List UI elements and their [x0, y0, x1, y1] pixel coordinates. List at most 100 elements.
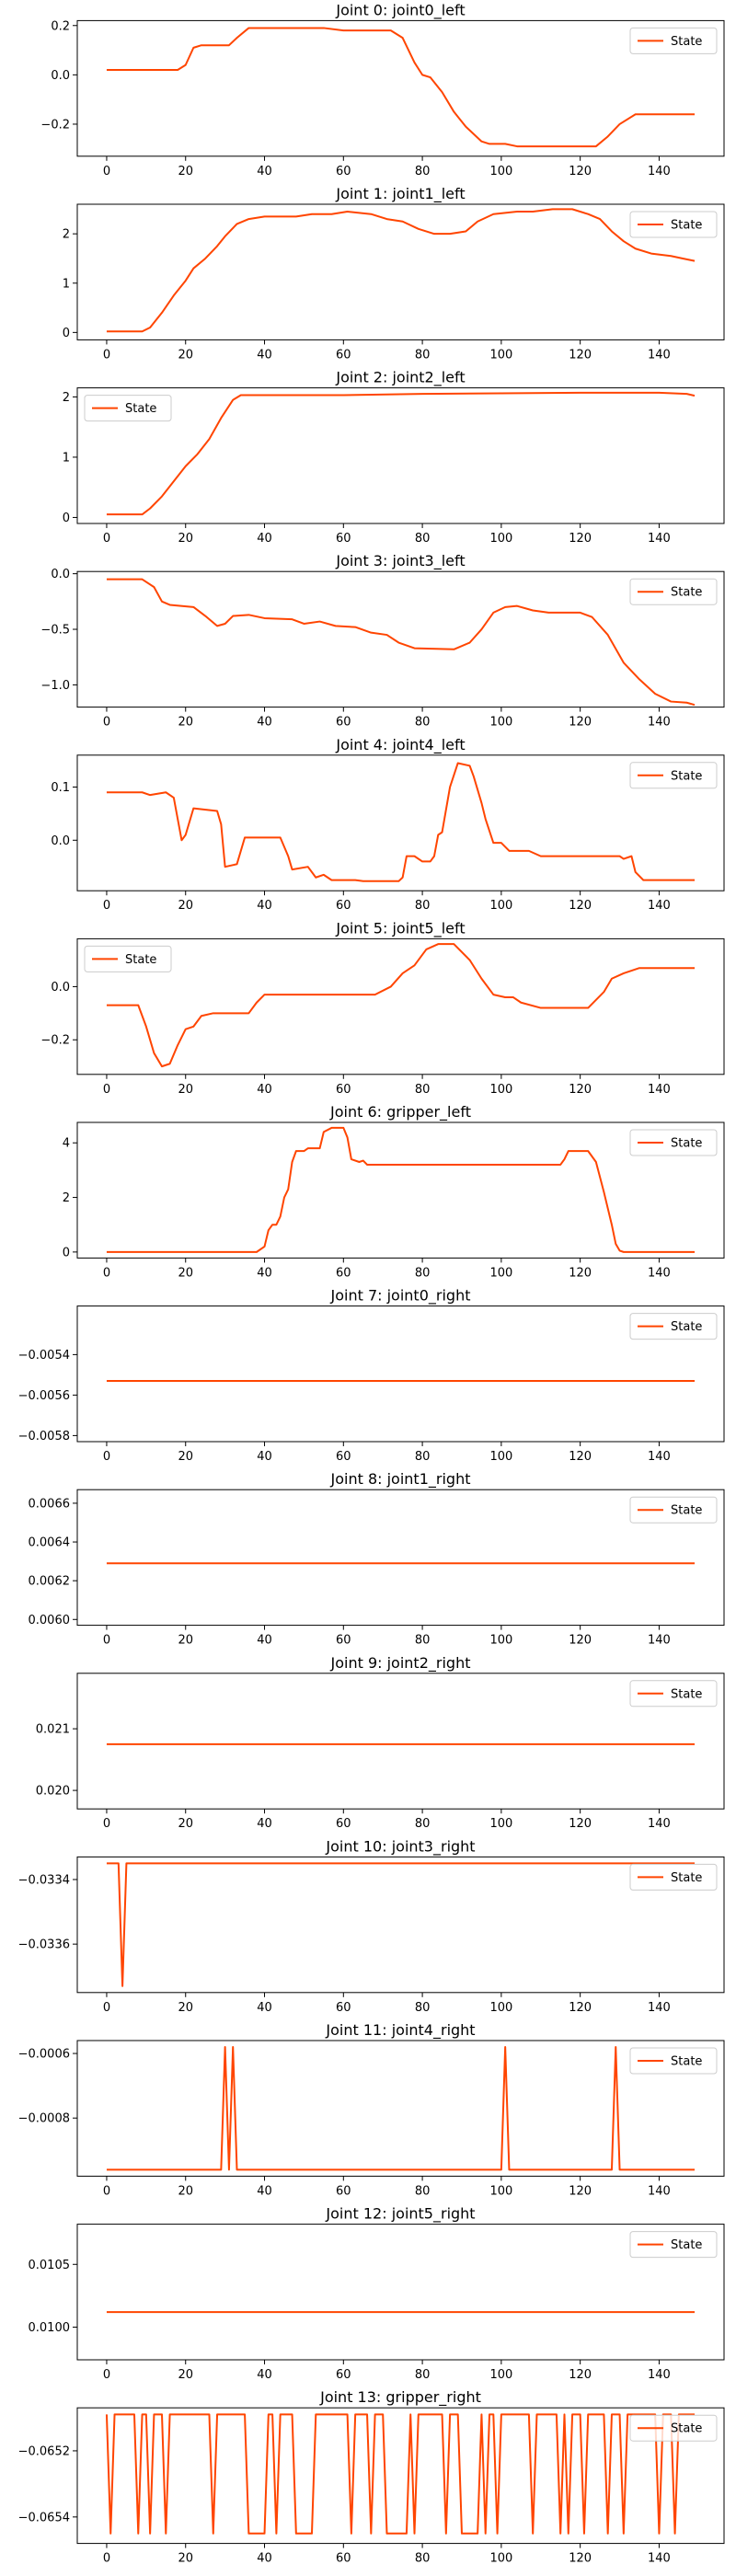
x-tick-label: 140	[648, 2368, 671, 2382]
y-tick-label: 0.0064	[29, 1536, 71, 1550]
subplot-joint-12: Joint 12: joint5_right 0 20 40 60 80 100 120 140…	[29, 2205, 725, 2382]
x-tick-label: 40	[257, 899, 272, 913]
subplot-joint-13: Joint 13: gripper_right 0 20 40 60 80 100 120 14…	[18, 2388, 725, 2566]
x-tick-label: 0	[103, 165, 110, 178]
subplot-joint-9: Joint 9: joint2_right 0 20 40 60 80 100 120 140 0…	[36, 1654, 725, 1831]
legend-label: State	[671, 2238, 702, 2252]
legend: State	[629, 2414, 718, 2442]
x-tick-label: 60	[336, 532, 351, 546]
subplot-title: Joint 9: joint2_right	[330, 1654, 471, 1673]
subplot-joint-1: Joint 1: joint1_left 0 20 40 60 80 100 120 140 2 1…	[63, 185, 725, 362]
x-tick-label: 100	[489, 348, 512, 362]
x-tick-label: 80	[415, 348, 431, 362]
x-tick-label: 40	[257, 532, 272, 546]
y-tick-label: −0.0008	[18, 2112, 70, 2126]
subplot-joint-10: Joint 10: joint3_right 0 20 40 60 80 100 120 140…	[18, 1837, 725, 2015]
x-tick-label: 80	[415, 1083, 431, 1097]
axes-frame	[76, 1856, 725, 1994]
subplot-joint-3: Joint 3: joint3_left 0 20 40 60 80 100 120 140 0.…	[40, 552, 725, 730]
series-line-state	[106, 391, 696, 516]
y-tick-label: 0.0	[51, 568, 70, 581]
legend: State	[84, 395, 172, 422]
x-tick-label: 100	[489, 716, 512, 730]
legend-box	[629, 1863, 718, 1891]
x-tick-label: 120	[569, 1634, 592, 1648]
legend-box	[629, 211, 718, 238]
x-tick-label: 140	[648, 2552, 671, 2566]
series-line-state	[106, 578, 696, 707]
legend: State	[629, 1496, 718, 1524]
legend-label: State	[671, 586, 702, 600]
legend: State	[629, 762, 718, 789]
x-tick-label: 100	[489, 2001, 512, 2015]
x-tick-label: 0	[103, 2552, 110, 2566]
legend-label: State	[671, 219, 702, 233]
subplot-joint-0: Joint 0: joint0_left 0 20 40 60 80 100 120 140 0.…	[40, 1, 725, 178]
legend-label: State	[125, 402, 156, 416]
subplot-title: Joint 12: joint5_right	[325, 2205, 475, 2224]
axes-frame	[76, 387, 725, 524]
legend-label: State	[671, 1320, 702, 1334]
legend-label: State	[671, 1687, 702, 1701]
x-tick-label: 0	[103, 1817, 110, 1831]
x-tick-label: 20	[178, 2552, 193, 2566]
y-tick-label: −0.0056	[18, 1389, 70, 1403]
y-tick-label: −0.0054	[18, 1349, 70, 1363]
x-tick-label: 80	[415, 1266, 431, 1280]
y-tick-label: 0.0060	[29, 1614, 71, 1627]
x-tick-label: 0	[103, 2368, 110, 2382]
x-tick-label: 0	[103, 2001, 110, 2015]
x-tick-label: 0	[103, 1634, 110, 1648]
x-tick-label: 60	[336, 1817, 351, 1831]
y-tick-label: 0.020	[36, 1785, 70, 1799]
subplot-joint-11: Joint 11: joint4_right 0 20 40 60 80 100 120 140…	[18, 2021, 725, 2198]
subplot-joint-8: Joint 8: joint1_right 0 20 40 60 80 100 120 140 0…	[29, 1470, 725, 1648]
series-line-state	[106, 2046, 696, 2171]
x-tick-label: 100	[489, 165, 512, 178]
legend-label: State	[671, 2055, 702, 2069]
x-tick-label: 100	[489, 2184, 512, 2198]
x-tick-label: 20	[178, 1083, 193, 1097]
legend: State	[84, 945, 172, 972]
x-tick-label: 60	[336, 165, 351, 178]
x-tick-label: 120	[569, 1450, 592, 1464]
x-tick-label: 60	[336, 2184, 351, 2198]
legend-label: State	[671, 1137, 702, 1151]
x-tick-label: 20	[178, 1450, 193, 1464]
x-tick-label: 40	[257, 2368, 272, 2382]
legend-box	[629, 578, 718, 605]
series-line-state	[105, 2413, 696, 2535]
x-tick-label: 120	[569, 1817, 592, 1831]
x-tick-label: 140	[648, 1817, 671, 1831]
x-tick-label: 0	[103, 2184, 110, 2198]
x-tick-label: 20	[178, 1266, 193, 1280]
x-tick-label: 40	[257, 1450, 272, 1464]
y-tick-label: 2	[63, 1191, 70, 1205]
x-tick-label: 40	[257, 1817, 272, 1831]
legend: State	[629, 2047, 718, 2075]
y-tick-label: −0.2	[40, 1034, 70, 1048]
legend: State	[629, 1313, 718, 1340]
legend-box	[629, 1496, 718, 1524]
y-tick-label: −0.0006	[18, 2048, 70, 2062]
legend-box	[629, 2231, 718, 2259]
x-tick-label: 0	[103, 1450, 110, 1464]
y-tick-label: 0.0	[51, 981, 70, 995]
x-tick-label: 60	[336, 716, 351, 730]
legend-label: State	[125, 953, 156, 967]
x-tick-label: 100	[489, 1817, 512, 1831]
subplot-joint-5: Joint 5: joint5_left 0 20 40 60 80 100 120 140 0.…	[40, 919, 725, 1097]
x-tick-label: 140	[648, 348, 671, 362]
x-tick-label: 20	[178, 532, 193, 546]
x-tick-label: 40	[257, 1266, 272, 1280]
subplot-title: Joint 7: joint0_right	[330, 1287, 471, 1305]
x-tick-label: 140	[648, 1634, 671, 1648]
subplot-title: Joint 3: joint3_left	[335, 552, 465, 570]
x-tick-label: 140	[648, 716, 671, 730]
x-tick-label: 20	[178, 899, 193, 913]
x-tick-label: 120	[569, 348, 592, 362]
subplot-title: Joint 10: joint3_right	[325, 1837, 475, 1856]
x-tick-label: 20	[178, 2001, 193, 2015]
